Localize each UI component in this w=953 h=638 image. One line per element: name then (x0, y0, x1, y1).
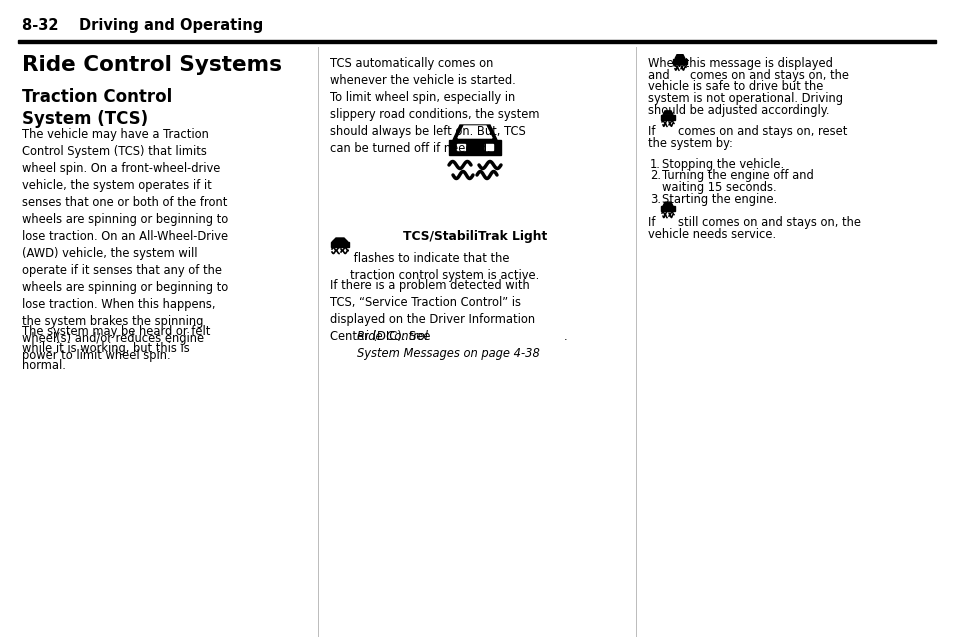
Text: waiting 15 seconds.: waiting 15 seconds. (661, 181, 776, 194)
Polygon shape (672, 59, 686, 64)
Text: 1.: 1. (649, 158, 660, 170)
Text: vehicle needs service.: vehicle needs service. (647, 228, 776, 241)
Text: should be adjusted accordingly.: should be adjusted accordingly. (647, 104, 828, 117)
Text: 2.: 2. (649, 169, 660, 182)
Polygon shape (660, 206, 675, 211)
Text: Ride Control Systems: Ride Control Systems (22, 55, 282, 75)
Text: still comes on and stays on, the: still comes on and stays on, the (678, 216, 861, 229)
Polygon shape (457, 126, 492, 138)
Text: If: If (647, 125, 659, 138)
Text: comes on and stays on, the: comes on and stays on, the (689, 69, 848, 82)
Text: and: and (647, 69, 673, 82)
Text: Stopping the vehicle.: Stopping the vehicle. (661, 158, 783, 170)
Text: comes on and stays on, reset: comes on and stays on, reset (678, 125, 846, 138)
Text: Turning the engine off and: Turning the engine off and (661, 169, 813, 182)
Text: system is not operational. Driving: system is not operational. Driving (647, 92, 842, 105)
Text: When this message is displayed: When this message is displayed (647, 57, 832, 70)
Bar (18, 40, 935, 43)
Text: the system by:: the system by: (647, 137, 732, 149)
Polygon shape (449, 140, 500, 155)
Bar (484, 144, 493, 150)
Polygon shape (331, 242, 349, 247)
Text: The vehicle may have a Traction
Control System (TCS) that limits
wheel spin. On : The vehicle may have a Traction Control … (22, 128, 228, 362)
Text: If: If (647, 216, 659, 229)
Polygon shape (453, 125, 497, 140)
Polygon shape (662, 111, 672, 115)
Text: TCS automatically comes on
whenever the vehicle is started.
To limit wheel spin,: TCS automatically comes on whenever the … (330, 57, 539, 155)
Text: 3.: 3. (649, 193, 660, 205)
Text: TCS/StabiliTrak Light: TCS/StabiliTrak Light (402, 230, 547, 243)
Text: Starting the engine.: Starting the engine. (661, 193, 777, 205)
Text: 8-32    Driving and Operating: 8-32 Driving and Operating (22, 18, 263, 33)
Text: .: . (563, 330, 567, 343)
Text: flashes to indicate that the
traction control system is active.: flashes to indicate that the traction co… (350, 252, 538, 282)
Text: Traction Control
System (TCS): Traction Control System (TCS) (22, 88, 172, 128)
Text: vehicle is safe to drive but the: vehicle is safe to drive but the (647, 80, 822, 93)
Text: The system may be heard or felt
while it is working, but this is
normal.: The system may be heard or felt while it… (22, 325, 211, 372)
Polygon shape (332, 238, 348, 242)
Text: Ride Control
System Messages on page 4-38: Ride Control System Messages on page 4-3… (356, 330, 539, 360)
Text: If there is a problem detected with
TCS, “Service Traction Control” is
displayed: If there is a problem detected with TCS,… (330, 279, 535, 343)
Polygon shape (675, 55, 684, 59)
Polygon shape (662, 202, 672, 206)
Polygon shape (660, 115, 675, 120)
Bar (456, 144, 464, 150)
